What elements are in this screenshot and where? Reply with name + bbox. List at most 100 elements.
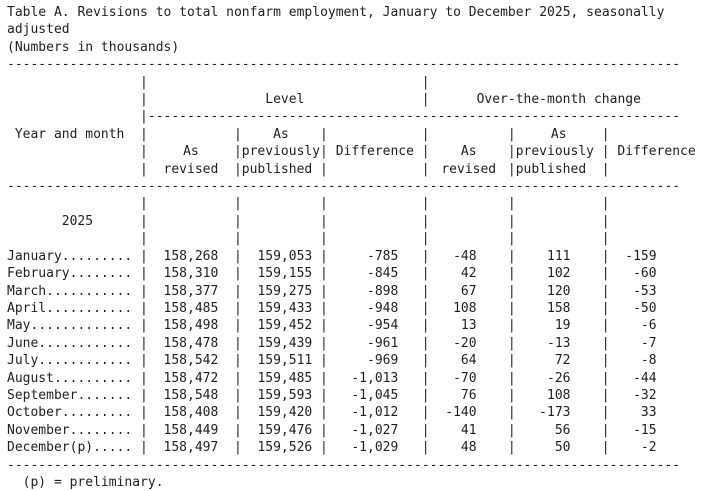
column-separator: | xyxy=(320,353,328,369)
column-separator: | xyxy=(320,335,328,351)
column-separator: | xyxy=(233,213,242,229)
column-separator: | xyxy=(320,231,328,247)
column-separator: | xyxy=(421,231,430,247)
cell-otm-difference: -53 xyxy=(633,283,657,299)
column-separator: | xyxy=(421,144,430,160)
cell-otm-published: 56 xyxy=(554,422,571,438)
cell-otm-revised: -140 xyxy=(445,405,477,421)
cell-level-published: 159,485 xyxy=(257,370,313,386)
column-separator: | xyxy=(421,248,430,264)
column-separator: | xyxy=(421,335,430,351)
column-separator: | xyxy=(233,335,242,351)
column-separator: | xyxy=(421,266,430,282)
cell-level-revised: 158,310 xyxy=(163,266,219,282)
table-row: February........ | 158,310 | 159,155 | -845 | 42… xyxy=(7,265,698,282)
column-separator: | xyxy=(421,370,430,386)
cell-level-published: 159,155 xyxy=(257,266,313,282)
column-separator: | xyxy=(507,283,516,299)
table-subtitle: (Numbers in thousands) xyxy=(7,39,180,55)
column-separator: | xyxy=(140,144,148,160)
column-separator: | xyxy=(421,300,430,316)
column-separator: | xyxy=(320,370,328,386)
cell-otm-revised: 41 xyxy=(460,422,477,438)
column-separator: | xyxy=(233,353,242,369)
cell-otm-difference: -60 xyxy=(633,266,657,282)
column-separator: | xyxy=(140,74,148,90)
header-subrow-2: | As |previously| Difference | As |previously |… xyxy=(7,143,698,160)
column-separator: | xyxy=(507,387,516,403)
table-title: Table A. Revisions to total nonfarm empl… xyxy=(7,5,665,38)
cell-level-revised: 158,268 xyxy=(163,248,219,264)
column-separator: | xyxy=(421,283,430,299)
column-separator: | xyxy=(233,196,242,212)
month-label: August.......... xyxy=(7,370,133,386)
column-separator: | xyxy=(320,283,328,299)
column-separator: | xyxy=(140,196,148,212)
table-row: August.......... | 158,472 | 159,485 | -1,013 |… xyxy=(7,370,698,387)
cell-otm-revised: 67 xyxy=(460,283,477,299)
year-and-month-label: Year and month xyxy=(14,126,125,142)
table-row: June............ | 158,478 | 159,439 | -961 | -2… xyxy=(7,335,698,352)
table-row: November........ | 158,449 | 159,476 | -1,027 |… xyxy=(7,422,698,439)
col-header-as: As xyxy=(460,144,477,160)
month-label: April........... xyxy=(7,300,133,316)
cell-level-difference: -961 xyxy=(367,335,399,351)
column-separator: | xyxy=(140,266,148,282)
column-separator: | xyxy=(233,440,242,456)
column-separator: | xyxy=(140,248,148,264)
column-separator: | xyxy=(421,161,430,177)
cell-level-published: 159,433 xyxy=(257,300,313,316)
column-separator: | xyxy=(140,370,148,386)
month-label: December(p)..... xyxy=(7,440,133,456)
column-separator: | xyxy=(233,126,242,142)
cell-otm-published: 72 xyxy=(554,353,571,369)
cell-otm-difference: 33 xyxy=(640,405,657,421)
cell-otm-difference: -7 xyxy=(640,335,657,351)
column-separator: | xyxy=(507,213,516,229)
cell-otm-published: 158 xyxy=(547,300,571,316)
spacer-row: | | | | | | xyxy=(7,230,698,247)
column-separator: | xyxy=(601,335,610,351)
month-label: March........... xyxy=(7,283,133,299)
cell-level-published: 159,420 xyxy=(257,405,313,421)
column-separator: | xyxy=(233,144,242,160)
column-separator: | xyxy=(421,196,430,212)
cell-level-revised: 158,377 xyxy=(163,283,219,299)
table-row: May............. | 158,498 | 159,452 | -954 | 13… xyxy=(7,317,698,334)
year-row: 2025 | | | | | | xyxy=(7,213,698,230)
column-separator: | xyxy=(601,248,610,264)
cell-level-revised: 158,542 xyxy=(163,353,219,369)
col-header-as: As xyxy=(273,126,289,142)
column-separator: | xyxy=(233,387,242,403)
col-header-published: published xyxy=(241,161,313,177)
month-label: February........ xyxy=(7,266,133,282)
column-separator: | xyxy=(421,318,430,334)
column-separator: | xyxy=(233,318,242,334)
cell-level-published: 159,593 xyxy=(257,387,313,403)
column-separator: | xyxy=(507,248,516,264)
cell-level-difference: -1,045 xyxy=(351,387,399,403)
column-separator: | xyxy=(140,318,148,334)
column-separator: | xyxy=(320,161,328,177)
table-row: July............ | 158,542 | 159,511 | -969 | 64… xyxy=(7,352,698,369)
column-separator: | xyxy=(507,370,516,386)
cell-level-published: 159,526 xyxy=(257,440,313,456)
cell-otm-difference: -15 xyxy=(633,422,657,438)
column-separator: | xyxy=(421,74,430,90)
month-label: October......... xyxy=(7,405,133,421)
cell-level-revised: 158,408 xyxy=(163,405,219,421)
column-separator: | xyxy=(421,353,430,369)
column-separator: | xyxy=(140,231,148,247)
column-separator: | xyxy=(140,300,148,316)
cell-otm-revised: -70 xyxy=(453,370,477,386)
column-separator: | xyxy=(601,300,610,316)
cell-level-published: 159,476 xyxy=(257,422,313,438)
column-separator: | xyxy=(140,92,148,108)
cell-otm-revised: -20 xyxy=(453,335,477,351)
group-divider: ----------------------------------------… xyxy=(147,109,681,125)
column-separator: | xyxy=(601,370,610,386)
column-separator: | xyxy=(320,387,328,403)
column-separator: | xyxy=(601,213,610,229)
month-label: July............ xyxy=(7,353,133,369)
column-separator: | xyxy=(320,248,328,264)
